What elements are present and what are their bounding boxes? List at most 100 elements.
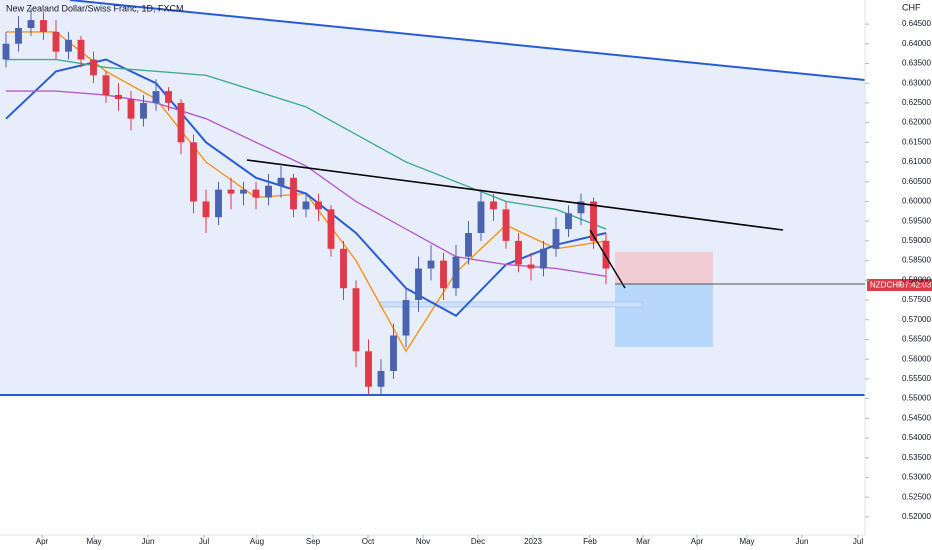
y-tick-label: 0.52500 <box>902 492 931 501</box>
support-zone <box>379 301 643 308</box>
y-tick-label: 0.55500 <box>902 374 931 383</box>
y-tick-label: 0.53000 <box>902 473 931 482</box>
y-tick-label: 0.55000 <box>902 394 931 403</box>
y-tick-label: 0.63500 <box>902 59 931 68</box>
x-tick-label: Feb <box>583 537 597 546</box>
candle-body <box>315 201 322 210</box>
candle-body <box>190 142 197 202</box>
trend-line <box>246 159 784 231</box>
price-tag <box>867 279 932 291</box>
y-tick-label: 0.64500 <box>902 19 931 28</box>
x-tick-label: Oct <box>362 537 375 546</box>
candle-body <box>327 209 335 249</box>
candle-body <box>140 102 147 119</box>
trend-line <box>589 229 626 289</box>
candle-body <box>377 370 385 387</box>
chart-title: New Zealand Dollar/Swiss Franc, 1D, FXCM <box>6 3 184 13</box>
y-tick-label: 0.57000 <box>902 315 931 324</box>
y-tick-label: 0.54000 <box>902 433 931 442</box>
candle-body <box>365 351 372 387</box>
y-tick-label: 0.61000 <box>902 157 931 166</box>
candle-body <box>352 288 360 352</box>
candle-body <box>477 201 485 234</box>
x-tick-label: Aug <box>250 537 264 546</box>
candle-body <box>590 201 597 241</box>
y-tick-label: 0.60500 <box>902 177 931 186</box>
y-tick-label: 0.59000 <box>902 236 931 245</box>
x-tick-label: Dec <box>471 537 485 546</box>
y-tick-label: 0.64000 <box>902 39 931 48</box>
candle-body <box>552 229 560 249</box>
y-tick-label: 0.61500 <box>902 137 931 146</box>
candle-body <box>127 98 135 119</box>
candle-body <box>15 27 22 44</box>
y-tick-label: 0.59500 <box>902 216 931 225</box>
candle-body <box>277 177 285 186</box>
candle-body <box>415 268 422 301</box>
y-tick-label: 0.63000 <box>902 78 931 87</box>
x-tick-label: Jun <box>796 537 809 546</box>
y-tick-label: 0.62500 <box>902 98 931 107</box>
x-tick-label: 2023 <box>524 537 542 546</box>
y-tick-label: 0.56000 <box>902 354 931 363</box>
candle-body <box>390 335 397 371</box>
candle-body <box>502 209 510 241</box>
candle-body <box>602 240 610 269</box>
x-tick-label: Apr <box>36 537 49 546</box>
candle-body <box>90 59 97 76</box>
candle-body <box>302 201 310 210</box>
candle-body <box>540 248 547 269</box>
x-tick-label: May <box>86 537 101 546</box>
x-tick-label: Sep <box>306 537 321 546</box>
y-tick-label: 0.57500 <box>902 295 931 304</box>
channel-fill <box>0 0 865 395</box>
candle-body <box>77 39 85 60</box>
symbol-label: NZDCHF <box>870 281 903 290</box>
y-axis-label: CHF <box>902 2 921 12</box>
candle-body <box>40 20 47 32</box>
candle-body <box>290 177 297 210</box>
candle-body <box>402 300 410 336</box>
x-tick-label: Jul <box>199 537 209 546</box>
candle-body <box>490 201 497 210</box>
candle-body <box>65 39 72 52</box>
channel-top <box>69 0 866 81</box>
target-zone <box>615 284 713 347</box>
candle-body <box>515 240 522 265</box>
x-tick-label: Apr <box>691 537 704 546</box>
y-tick-label: 0.52000 <box>902 512 931 521</box>
y-tick-label: 0.53500 <box>902 453 931 462</box>
y-tick-label: 0.60000 <box>902 197 931 206</box>
stop-zone <box>615 252 713 284</box>
candle-body <box>27 20 35 28</box>
candle-body <box>227 189 235 194</box>
candle-body <box>115 95 122 99</box>
candle-body <box>427 260 435 269</box>
candle-body <box>265 185 272 198</box>
x-tick-label: Jul <box>853 537 863 546</box>
candle-body <box>165 91 172 103</box>
candle-body <box>440 260 447 289</box>
candle-body <box>565 213 572 230</box>
y-tick-label: 0.58500 <box>902 256 931 265</box>
y-tick-label: 0.54500 <box>902 413 931 422</box>
x-tick-label: Nov <box>416 537 430 546</box>
candle-body <box>252 189 260 198</box>
candle-body <box>452 256 460 289</box>
candle-body <box>527 264 535 269</box>
candle-body <box>177 102 185 143</box>
candle-body <box>340 248 347 289</box>
candle-body <box>465 233 472 257</box>
y-tick-label: 0.58000 <box>902 275 931 284</box>
candle-body <box>2 43 10 60</box>
y-tick-label: 0.56500 <box>902 335 931 344</box>
candle-body <box>240 189 247 194</box>
x-tick-label: May <box>739 537 754 546</box>
x-tick-label: Mar <box>636 537 650 546</box>
candle-body <box>577 201 585 214</box>
candle-body <box>152 91 160 103</box>
candle-body <box>202 201 210 218</box>
y-tick-label: 0.62000 <box>902 118 931 127</box>
candle-body <box>215 189 222 218</box>
